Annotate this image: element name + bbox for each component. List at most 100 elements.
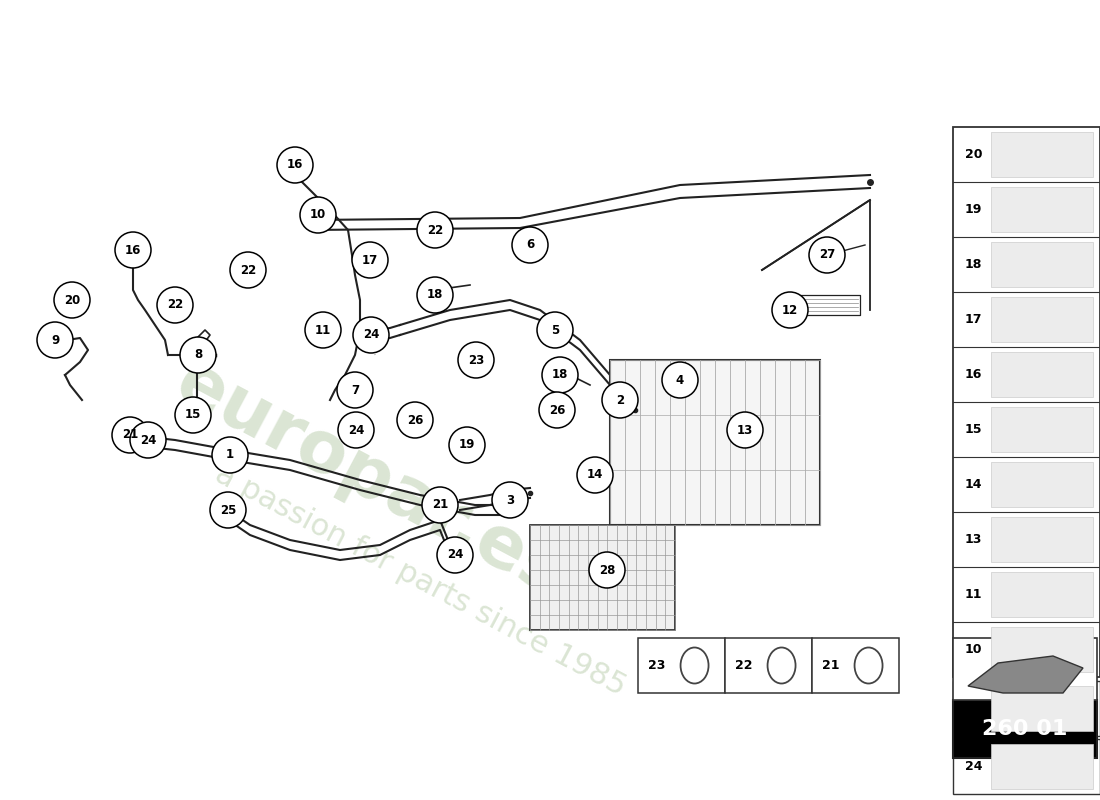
Text: 10: 10 (965, 643, 982, 656)
Circle shape (422, 487, 458, 523)
Circle shape (417, 212, 453, 248)
Circle shape (54, 282, 90, 318)
Text: 12: 12 (782, 303, 799, 317)
Text: 18: 18 (427, 289, 443, 302)
Circle shape (492, 482, 528, 518)
Text: 7: 7 (351, 383, 359, 397)
Bar (953, 681, 1100, 736)
Text: 24: 24 (447, 549, 463, 562)
Text: 28: 28 (598, 563, 615, 577)
Circle shape (352, 242, 388, 278)
Text: 15: 15 (185, 409, 201, 422)
Text: 13: 13 (737, 423, 754, 437)
Text: 11: 11 (965, 588, 982, 601)
Text: 24: 24 (965, 760, 982, 773)
Circle shape (602, 382, 638, 418)
Text: 22: 22 (167, 298, 183, 311)
Bar (407, 412, 419, 430)
Bar (638, 638, 725, 693)
Text: 1: 1 (226, 449, 234, 462)
Text: 17: 17 (965, 313, 982, 326)
Text: 260 01: 260 01 (982, 719, 1068, 739)
Circle shape (212, 437, 248, 473)
Bar (549, 402, 561, 420)
Circle shape (305, 312, 341, 348)
Circle shape (175, 397, 211, 433)
Circle shape (662, 362, 698, 398)
Circle shape (210, 492, 246, 528)
Bar (991, 686, 1093, 731)
Text: 22: 22 (427, 223, 443, 237)
Circle shape (512, 227, 548, 263)
Bar (991, 132, 1093, 177)
Text: 20: 20 (965, 148, 982, 161)
Text: 9: 9 (51, 334, 59, 346)
Text: 16: 16 (124, 243, 141, 257)
Text: 3: 3 (506, 494, 514, 506)
Text: 18: 18 (552, 369, 569, 382)
Text: 21: 21 (432, 498, 448, 511)
Text: 6: 6 (526, 238, 535, 251)
Text: 16: 16 (287, 158, 304, 171)
Circle shape (727, 412, 763, 448)
Text: 24: 24 (348, 423, 364, 437)
Circle shape (116, 232, 151, 268)
Bar (530, 525, 675, 630)
Circle shape (397, 402, 433, 438)
Circle shape (338, 412, 374, 448)
Circle shape (130, 422, 166, 458)
Circle shape (458, 342, 494, 378)
Bar (812, 638, 899, 693)
Bar (991, 462, 1093, 507)
Circle shape (353, 317, 389, 353)
Circle shape (112, 417, 148, 453)
Text: 22: 22 (735, 659, 752, 672)
Text: 25: 25 (965, 702, 982, 715)
Bar (953, 739, 1100, 794)
Bar (991, 572, 1093, 617)
Circle shape (277, 147, 313, 183)
Text: 19: 19 (965, 203, 982, 216)
Bar (725, 638, 812, 693)
Text: 5: 5 (551, 323, 559, 337)
Circle shape (180, 337, 216, 373)
Circle shape (157, 287, 192, 323)
Text: 19: 19 (459, 438, 475, 451)
Text: 4: 4 (675, 374, 684, 386)
Bar (991, 297, 1093, 342)
Text: 21: 21 (122, 429, 139, 442)
Text: 21: 21 (822, 659, 839, 672)
Text: europar.es: europar.es (164, 348, 576, 612)
Polygon shape (968, 656, 1084, 693)
Text: 13: 13 (965, 533, 982, 546)
Circle shape (537, 312, 573, 348)
Circle shape (578, 457, 613, 493)
Circle shape (337, 372, 373, 408)
Text: 22: 22 (240, 263, 256, 277)
Text: 15: 15 (965, 423, 982, 436)
Text: 16: 16 (965, 368, 982, 381)
Circle shape (230, 252, 266, 288)
Text: 24: 24 (140, 434, 156, 446)
Bar (991, 242, 1093, 287)
Text: a passion for parts since 1985: a passion for parts since 1985 (210, 459, 630, 701)
Bar (991, 352, 1093, 397)
Text: 8: 8 (194, 349, 202, 362)
Text: 25: 25 (220, 503, 236, 517)
Circle shape (37, 322, 73, 358)
Text: 2: 2 (616, 394, 624, 406)
Circle shape (542, 357, 578, 393)
Circle shape (808, 237, 845, 273)
Bar (953, 638, 1097, 700)
Circle shape (300, 197, 336, 233)
Circle shape (437, 537, 473, 573)
Text: 26: 26 (407, 414, 424, 426)
Bar (991, 407, 1093, 452)
Text: 17: 17 (362, 254, 378, 266)
Bar (953, 127, 1100, 677)
Text: 26: 26 (549, 403, 565, 417)
Text: 14: 14 (965, 478, 982, 491)
Text: 20: 20 (64, 294, 80, 306)
Text: 24: 24 (363, 329, 379, 342)
Bar (610, 360, 820, 525)
